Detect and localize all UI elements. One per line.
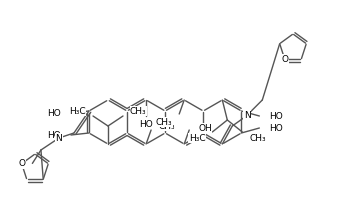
Text: O: O [281,55,288,64]
Text: HO: HO [47,108,61,117]
Text: CH₃: CH₃ [156,117,172,126]
Text: HO: HO [47,130,61,139]
Text: OH: OH [198,123,212,132]
Text: CH₃: CH₃ [130,106,146,116]
Text: N: N [244,110,251,119]
Text: N: N [55,134,62,143]
Text: H₃C: H₃C [189,134,205,143]
Text: HO: HO [269,123,283,132]
Text: CH₃: CH₃ [249,134,266,143]
Text: CH₃: CH₃ [158,121,175,130]
Text: H₃C: H₃C [70,106,86,116]
Text: HO: HO [269,112,283,121]
Text: O: O [18,159,25,168]
Text: HO: HO [139,119,153,128]
